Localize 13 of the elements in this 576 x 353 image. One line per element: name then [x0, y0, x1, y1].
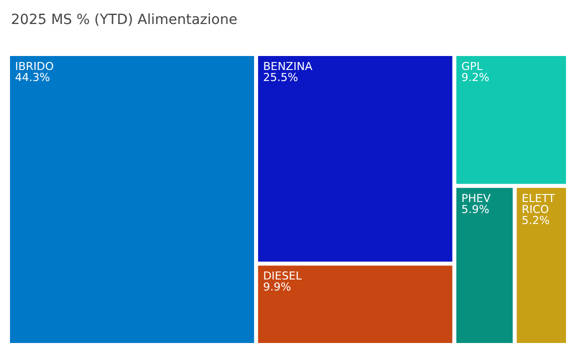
data-label: 5.2% — [522, 214, 550, 227]
category-label: DIESEL — [263, 270, 303, 283]
data-label: 5.9% — [461, 202, 490, 216]
data-label: 9.2% — [461, 71, 490, 84]
category-label: BENZINA — [263, 60, 313, 73]
category-label: ELETTRICO — [522, 192, 556, 216]
text: 2025 MS % (YTD) Alimentazione — [11, 12, 238, 28]
category-label: GPL — [461, 60, 484, 73]
data-label: 25.5% — [263, 71, 298, 84]
data-label: 9.9% — [263, 280, 292, 294]
data-label: 44.3% — [15, 71, 50, 84]
category-label: IBRIDO — [15, 60, 54, 73]
category-label: PHEV — [461, 192, 492, 205]
